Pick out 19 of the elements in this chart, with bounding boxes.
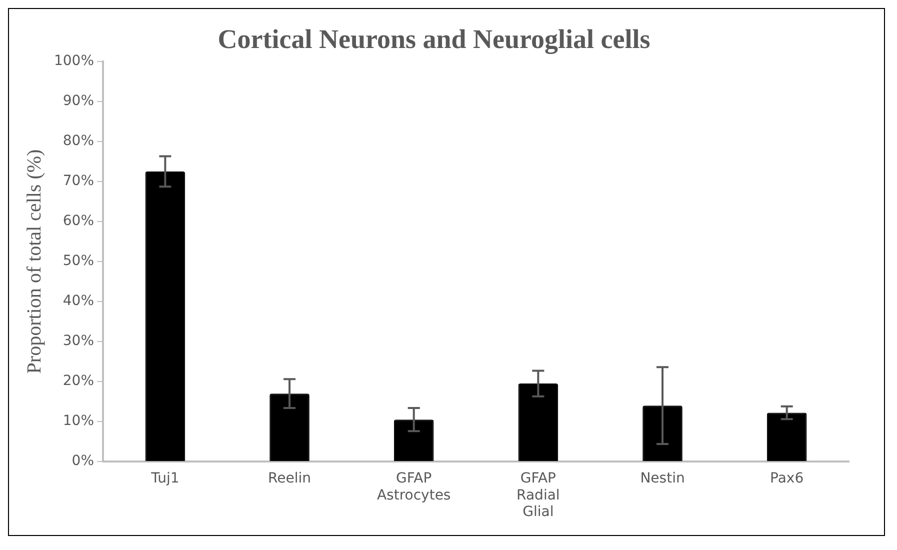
- y-tick-label: 70%: [62, 173, 94, 190]
- y-tick-label: 80%: [62, 133, 94, 150]
- y-tick-label: 10%: [62, 413, 94, 430]
- y-axis-title: Proportion of total cells (%): [23, 149, 46, 374]
- y-tick-label: 0%: [72, 453, 94, 470]
- x-tick-label: Tuj1: [150, 470, 180, 487]
- y-tick-label: 60%: [62, 213, 94, 230]
- y-tick-label: 100%: [54, 53, 94, 70]
- y-tick-label: 40%: [62, 293, 94, 310]
- y-tick-label: 90%: [62, 93, 94, 110]
- x-tick-label: Pax6: [770, 470, 804, 487]
- x-tick-label: GFAP Radial Glial: [516, 470, 560, 520]
- y-tick-label: 30%: [62, 333, 94, 350]
- x-tick-label: Reelin: [268, 470, 312, 487]
- chart-title: Cortical Neurons and Neuroglial cells: [218, 24, 650, 54]
- y-tick-label: 20%: [62, 373, 94, 390]
- y-tick-label: 50%: [62, 253, 94, 270]
- x-tick-label: GFAP Astrocytes: [376, 470, 451, 504]
- x-tick-label: Nestin: [640, 470, 685, 487]
